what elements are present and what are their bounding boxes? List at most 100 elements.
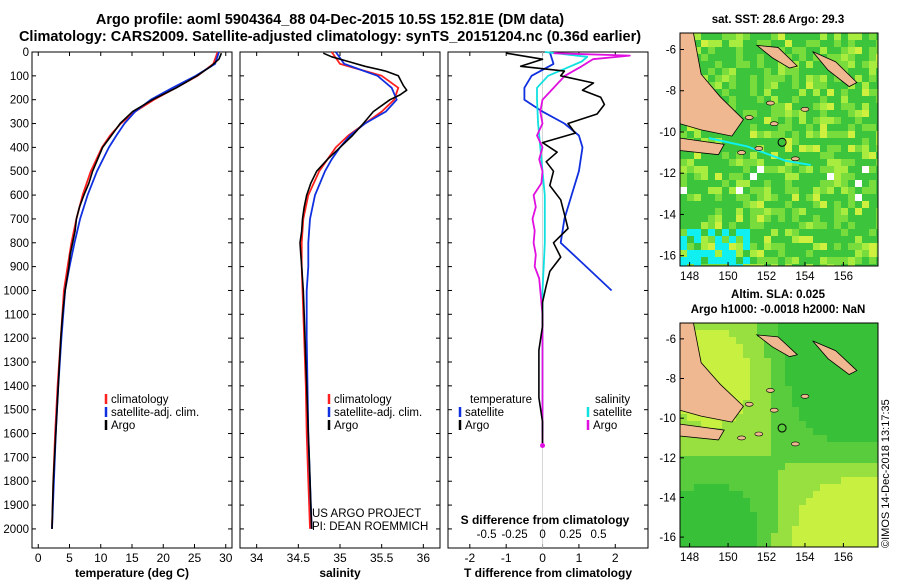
sla-pixel [722, 470, 729, 477]
sst-pixel [729, 145, 736, 152]
sst-pixel [785, 145, 792, 152]
sla-pixel [799, 407, 806, 414]
sst-pixel [841, 89, 848, 96]
sla-pixel [841, 372, 848, 379]
sst-pixel [743, 117, 750, 124]
sla-pixel [827, 365, 834, 372]
sla-pixel [792, 344, 799, 351]
sla-pixel [862, 491, 869, 498]
sst-pixel [834, 208, 841, 215]
sla-pixel [834, 512, 841, 519]
sst-pixel [715, 47, 722, 54]
sst-pixel [813, 89, 820, 96]
sst-pixel [785, 222, 792, 229]
sal-legend-label: Argo [334, 420, 358, 432]
sla-pixel [806, 435, 813, 442]
sla-pixel [764, 428, 771, 435]
sla-pixel [757, 470, 764, 477]
sst-pixel [771, 117, 778, 124]
sst-pixel [680, 201, 687, 208]
sst-pixel [848, 131, 855, 138]
sst-pixel [806, 159, 813, 166]
sst-pixel [722, 243, 729, 250]
sst-pixel [708, 54, 715, 61]
sla-pixel [771, 351, 778, 358]
sla-pixel [792, 379, 799, 386]
sst-ytick-label: -6 [666, 44, 676, 56]
sst-pixel [729, 96, 736, 103]
sst-island [754, 146, 764, 151]
sst-pixel [813, 180, 820, 187]
sla-pixel [876, 386, 878, 393]
diff-legend-sal-label: Argo [593, 420, 617, 432]
sla-pixel [757, 428, 764, 435]
sst-pixel [869, 215, 876, 222]
sla-pixel [785, 470, 792, 477]
sla-pixel [799, 442, 806, 449]
sla-pixel [855, 449, 862, 456]
sla-pixel [876, 505, 878, 512]
sst-pixel [820, 215, 827, 222]
sst-pixel [750, 68, 757, 75]
sst-pixel [778, 236, 785, 243]
sst-pixel [855, 229, 862, 236]
sst-pixel [792, 166, 799, 173]
sla-pixel [827, 442, 834, 449]
sst-pixel [750, 131, 757, 138]
sst-pixel [736, 208, 743, 215]
sst-pixel [757, 180, 764, 187]
sst-pixel [736, 187, 743, 194]
sst-pixel [764, 131, 771, 138]
sst-pixel [848, 152, 855, 159]
sla-pixel [876, 512, 878, 519]
sla-pixel [701, 498, 708, 505]
sst-pixel [834, 54, 841, 61]
sst-pixel [764, 110, 771, 117]
sst-pixel [876, 243, 878, 250]
sst-island [766, 100, 775, 106]
sla-pixel [855, 323, 862, 330]
sla-pixel [778, 456, 785, 463]
sst-pixel [806, 257, 813, 264]
sst-pixel [869, 166, 876, 173]
sla-pixel [778, 407, 785, 414]
sst-pixel [771, 61, 778, 68]
sla-pixel [757, 365, 764, 372]
sla-pixel [806, 365, 813, 372]
sst-pixel [876, 222, 878, 229]
sla-pixel [855, 400, 862, 407]
sst-pixel [827, 257, 834, 264]
sst-pixel [757, 250, 764, 257]
depth-tick-label: 100 [10, 71, 29, 83]
sst-pixel [743, 124, 750, 131]
sst-pixel [841, 194, 848, 201]
sst-pixel [736, 138, 743, 145]
sla-pixel [736, 484, 743, 491]
sst-pixel [869, 250, 876, 257]
sla-pixel [820, 449, 827, 456]
sla-pixel [820, 435, 827, 442]
sst-pixel [701, 159, 708, 166]
sst-pixel [778, 89, 785, 96]
sla-pixel [785, 379, 792, 386]
sst-pixel [869, 201, 876, 208]
sla-pixel [792, 477, 799, 484]
sst-pixel [820, 173, 827, 180]
depth-tick-label: 2000 [3, 524, 29, 536]
sla-pixel [722, 323, 729, 330]
sla-pixel [715, 505, 722, 512]
sal-legend-label: satellite-adj. clim. [334, 407, 422, 419]
sla-pixel [771, 421, 778, 428]
depth-tick-label: 1800 [3, 476, 29, 488]
sst-pixel [820, 250, 827, 257]
sla-pixel [722, 463, 729, 470]
sst-pixel [785, 180, 792, 187]
sst-pixel [848, 68, 855, 75]
sla-pixel [876, 442, 878, 449]
sla-pixel [722, 456, 729, 463]
sla-pixel [687, 540, 694, 547]
sst-pixel [834, 96, 841, 103]
sla-pixel [813, 358, 820, 365]
sla-pixel [715, 470, 722, 477]
sla-pixel [729, 379, 736, 386]
